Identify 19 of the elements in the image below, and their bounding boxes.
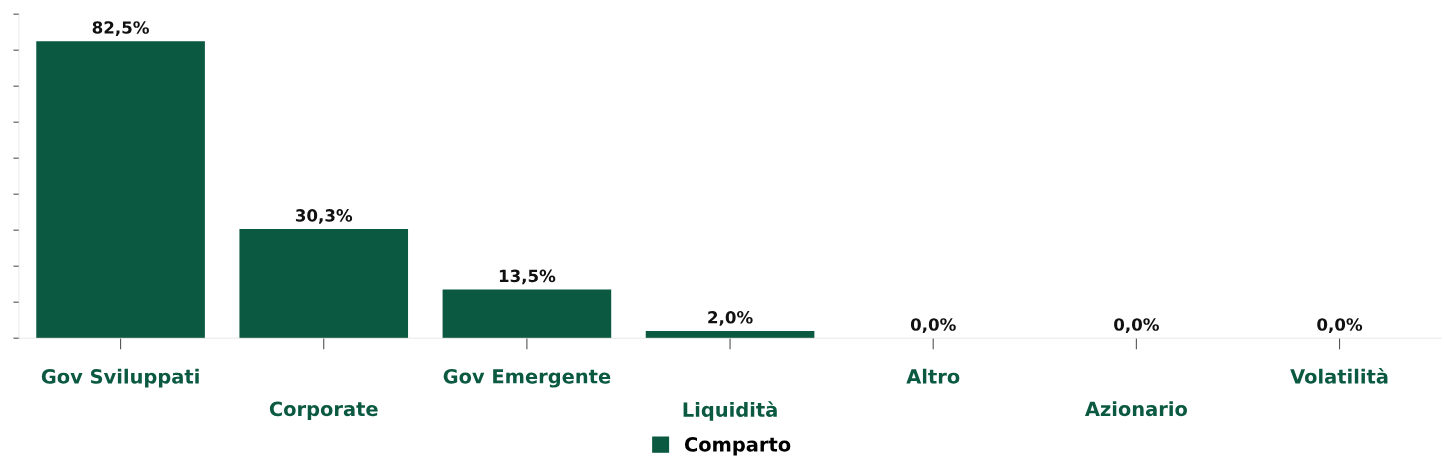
x-tick-label: Liquidità: [683, 401, 777, 421]
data-label: 0,0%: [910, 318, 956, 333]
x-tick-label: Gov Emergente: [443, 368, 611, 388]
bar: [645, 330, 815, 339]
data-label: 0,0%: [1317, 318, 1363, 333]
legend-label: Comparto: [684, 437, 791, 456]
x-tick-label: Gov Sviluppati: [41, 368, 199, 388]
data-label: 82,5%: [92, 21, 149, 36]
x-tick-label: Corporate: [269, 401, 378, 420]
x-tick-label: Altro: [906, 368, 960, 384]
data-label: 30,3%: [295, 209, 353, 224]
x-tick-label: Volatilità: [1290, 367, 1388, 384]
bar: [36, 41, 205, 339]
data-label: 2,0%: [708, 310, 753, 326]
x-tick-label: Azionario: [1084, 401, 1188, 417]
bar: [442, 289, 612, 339]
data-label: 0,0%: [1114, 318, 1159, 333]
bar: [239, 229, 409, 339]
data-label: 13,5%: [499, 269, 556, 285]
